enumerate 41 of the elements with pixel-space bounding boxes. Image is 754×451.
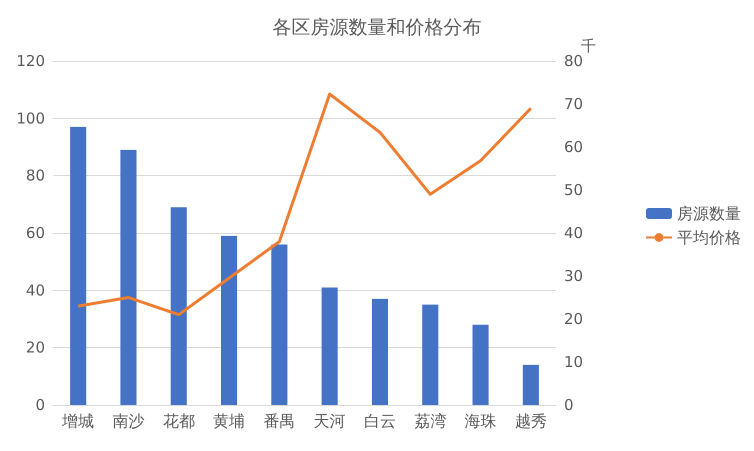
line-series bbox=[76, 92, 532, 316]
x-tick-label: 南沙 bbox=[112, 412, 144, 430]
x-tick-label: 越秀 bbox=[514, 412, 547, 430]
y2-tick-label: 20 bbox=[564, 310, 584, 328]
y-tick-label: 20 bbox=[26, 338, 45, 357]
y2-tick-label: 10 bbox=[564, 353, 584, 371]
y2-tick-label: 80 bbox=[564, 52, 584, 70]
y-tick-label: 0 bbox=[35, 396, 45, 414]
x-tick-label: 白云 bbox=[364, 412, 396, 430]
bar bbox=[472, 324, 489, 405]
y-tick-label: 60 bbox=[26, 224, 45, 242]
x-tick-label: 花都 bbox=[162, 412, 195, 430]
bar bbox=[70, 126, 86, 405]
y2-tick-label: 40 bbox=[564, 224, 584, 242]
y-tick-label: 120 bbox=[16, 52, 45, 70]
bar bbox=[372, 298, 388, 405]
bar bbox=[221, 236, 238, 405]
legend-label: 房源数量 bbox=[677, 204, 741, 223]
bar bbox=[522, 364, 539, 405]
bar bbox=[170, 207, 187, 405]
y2-axis-title: 千 bbox=[581, 37, 596, 56]
x-tick-label: 荔湾 bbox=[414, 412, 446, 430]
y2-tick-label: 0 bbox=[564, 396, 574, 414]
bar bbox=[271, 244, 288, 405]
bar bbox=[422, 304, 438, 405]
bar bbox=[120, 150, 136, 405]
bar bbox=[322, 287, 338, 405]
y2-tick-label: 30 bbox=[564, 267, 584, 285]
x-tick-label: 海珠 bbox=[464, 412, 497, 430]
y-tick-label: 80 bbox=[26, 166, 45, 185]
x-tick-label: 黄埔 bbox=[213, 412, 246, 430]
x-tick-label: 增城 bbox=[61, 412, 94, 430]
y-tick-label: 100 bbox=[16, 109, 45, 128]
x-tick-label: 天河 bbox=[314, 412, 346, 430]
chart-title: 各区房源数量和价格分布 bbox=[272, 16, 482, 38]
y-tick-label: 40 bbox=[26, 281, 45, 300]
y2-tick-label: 70 bbox=[564, 95, 584, 113]
y2-tick-label: 50 bbox=[564, 181, 584, 199]
legend-label: 平均价格 bbox=[677, 228, 741, 247]
x-tick-label: 番禺 bbox=[263, 412, 296, 430]
y2-tick-label: 60 bbox=[564, 138, 584, 156]
